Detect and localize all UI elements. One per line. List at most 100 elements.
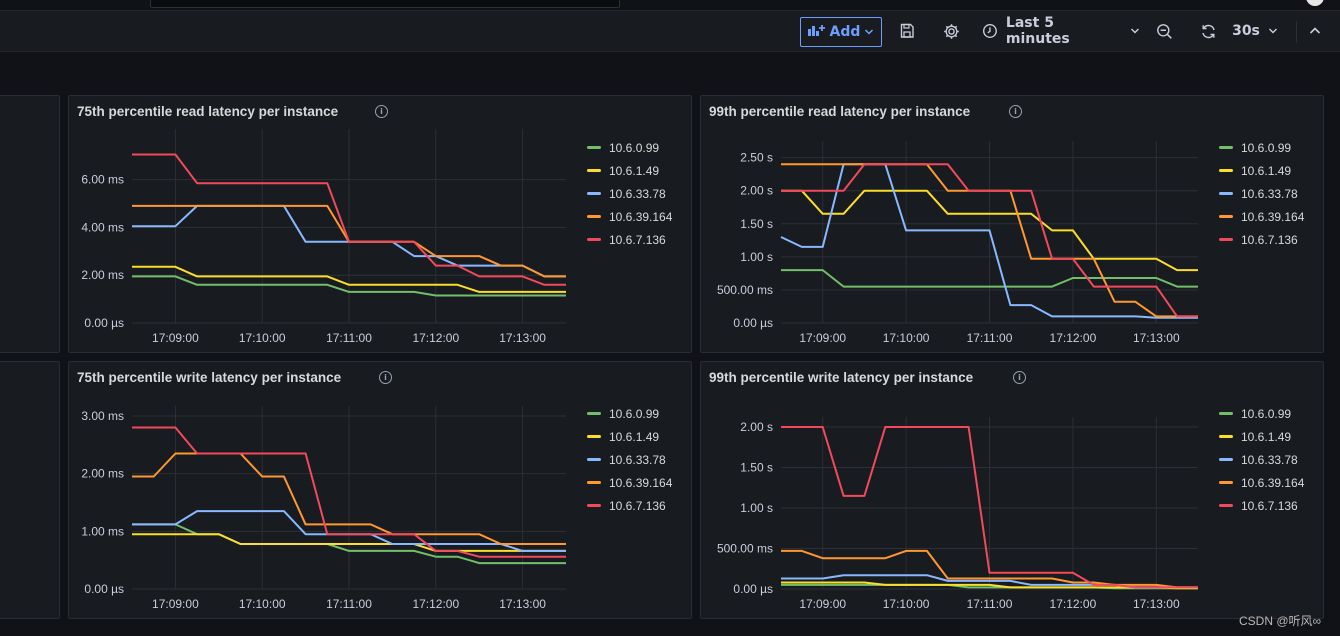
add-button[interactable]: Add: [800, 17, 882, 47]
collapse-toolbar-button[interactable]: [1303, 17, 1327, 45]
y-tick-label: 0.00 µs: [84, 582, 124, 596]
refresh-button[interactable]: [1194, 17, 1222, 45]
series-line-10-6-7-136: [132, 426, 566, 558]
chart-write-latency-p75: 0.00 µs 1.00 ms 2.00 ms 3.00 ms 17:09:00 17:1…: [81, 406, 566, 611]
legend-label: 10.6.0.99: [609, 140, 660, 155]
legend-item[interactable]: 10.6.0.99: [587, 402, 672, 425]
watermark: CSDN @听风∞: [1239, 614, 1322, 628]
legend-swatch: [587, 238, 601, 241]
time-range-label: Last 5 minutes: [1005, 15, 1070, 47]
legend-item[interactable]: 10.6.0.99: [587, 136, 672, 159]
x-tick-label: 17:12:00: [1050, 597, 1097, 611]
avatar[interactable]: [1306, 0, 1324, 6]
legend-swatch: [1219, 481, 1233, 484]
y-tick-label: 2.00 s: [740, 184, 773, 198]
save-dashboard-button[interactable]: [893, 17, 921, 45]
refresh-interval-picker[interactable]: 30s: [1230, 17, 1280, 45]
y-tick-label: 0.00 µs: [733, 316, 773, 330]
legend-item[interactable]: 10.6.7.136: [587, 494, 672, 517]
legend-swatch: [1219, 504, 1233, 507]
series-line-10-6-1-49: [132, 533, 566, 552]
chevron-down-icon: [1268, 28, 1277, 34]
x-tick-label: 17:13:00: [499, 331, 546, 345]
legend-item[interactable]: 10.6.7.136: [1219, 494, 1304, 517]
y-tick-label: 0.00 µs: [84, 316, 124, 330]
y-tick-label: 500.00 ms: [717, 283, 773, 297]
legend-swatch: [587, 146, 601, 149]
x-tick-label: 17:09:00: [152, 597, 199, 611]
time-range-picker[interactable]: Last 5 minutes: [982, 15, 1140, 47]
add-button-label: Add: [829, 24, 861, 40]
info-icon[interactable]: i: [375, 105, 388, 118]
panel-read-latency-p75: 75th percentile read latency per instanc…: [68, 95, 692, 353]
info-icon[interactable]: i: [379, 371, 392, 384]
legend-label: 10.6.33.78: [1241, 186, 1298, 201]
legend-item[interactable]: 10.6.39.164: [1219, 471, 1304, 494]
dashboard-settings-button[interactable]: [937, 17, 965, 45]
panel-title: 75th percentile read latency per instanc…: [77, 104, 339, 119]
series-line-10-6-7-136: [132, 153, 566, 286]
legend-swatch: [1219, 238, 1233, 241]
x-tick-label: 17:11:00: [967, 331, 1013, 345]
legend-item[interactable]: 10.6.39.164: [1219, 205, 1304, 228]
legend-swatch: [587, 504, 601, 507]
zoom-out-button[interactable]: [1150, 17, 1178, 45]
y-tick-label: 3.00 ms: [81, 409, 124, 423]
add-panel-icon: [807, 23, 826, 41]
legend-item[interactable]: 10.6.1.49: [1219, 159, 1304, 182]
legend-item[interactable]: 10.6.39.164: [587, 471, 672, 494]
y-tick-label: 1.00 s: [740, 501, 773, 515]
x-tick-label: 17:09:00: [152, 331, 199, 345]
dashboard-toolbar: Add Last 5 minutes: [0, 11, 1340, 52]
y-tick-label: 2.00 s: [740, 420, 773, 434]
legend-swatch: [1219, 215, 1233, 218]
top-nav-strip: [0, 0, 1340, 11]
zoom-out-icon: [1156, 23, 1172, 39]
y-tick-label: 1.50 s: [740, 217, 773, 231]
legend-label: 10.6.7.136: [609, 498, 666, 513]
panel-write-latency-p99: 99th percentile write latency per instan…: [700, 361, 1324, 619]
y-tick-label: 0.00 µs: [733, 582, 773, 596]
legend-item[interactable]: 10.6.33.78: [1219, 448, 1304, 471]
legend-item[interactable]: 10.6.33.78: [587, 182, 672, 205]
legend-label: 10.6.0.99: [609, 406, 660, 421]
x-tick-label: 17:12:00: [412, 331, 459, 345]
legend-item[interactable]: 10.6.1.49: [1219, 425, 1304, 448]
legend-item[interactable]: 10.6.1.49: [587, 425, 672, 448]
legend-item[interactable]: 10.6.7.136: [1219, 228, 1304, 251]
x-tick-label: 17:11:00: [326, 597, 372, 611]
x-tick-label: 17:10:00: [239, 597, 286, 611]
legend-item[interactable]: 10.6.1.49: [587, 159, 672, 182]
y-tick-label: 2.00 ms: [81, 268, 124, 282]
chart-read-latency-p75: 0.00 µs 2.00 ms 4.00 ms 6.00 ms 17:09:00 17:1…: [81, 129, 566, 345]
series-line-10-6-39-164: [781, 549, 1198, 589]
chart-write-latency-p99: 0.00 µs 500.00 ms 1.00 s 1.50 s 2.00 s 17:09:…: [717, 417, 1198, 611]
legend-item[interactable]: 10.6.0.99: [1219, 402, 1304, 425]
legend-swatch: [587, 481, 601, 484]
legend-label: 10.6.7.136: [609, 232, 666, 247]
legend-label: 10.6.33.78: [1241, 452, 1298, 467]
chevron-up-icon: [1309, 27, 1321, 34]
x-tick-label: 17:09:00: [799, 331, 846, 345]
x-tick-label: 17:10:00: [883, 597, 930, 611]
legend-item[interactable]: 10.6.0.99: [1219, 136, 1304, 159]
info-icon[interactable]: i: [1009, 105, 1022, 118]
info-icon[interactable]: i: [1013, 371, 1026, 384]
legend-label: 10.6.33.78: [609, 452, 666, 467]
legend-item[interactable]: 10.6.39.164: [587, 205, 672, 228]
series-line-10-6-0-99: [132, 275, 566, 297]
legend-item[interactable]: 10.6.7.136: [587, 228, 672, 251]
y-tick-label: 1.00 ms: [81, 524, 124, 538]
legend-item[interactable]: 10.6.33.78: [587, 448, 672, 471]
legend-swatch: [1219, 412, 1233, 415]
legend-item[interactable]: 10.6.33.78: [1219, 182, 1304, 205]
legend-swatch: [587, 435, 601, 438]
series-line-10-6-7-136: [781, 426, 1198, 589]
top-search-box[interactable]: [150, 0, 620, 8]
legend-swatch: [1219, 435, 1233, 438]
legend-swatch: [587, 458, 601, 461]
x-tick-label: 17:12:00: [1050, 331, 1097, 345]
x-tick-label: 17:09:00: [799, 597, 846, 611]
panel-read-latency-p99: 99th percentile read latency per instanc…: [700, 95, 1324, 353]
y-tick-label: 1.00 s: [740, 250, 773, 264]
